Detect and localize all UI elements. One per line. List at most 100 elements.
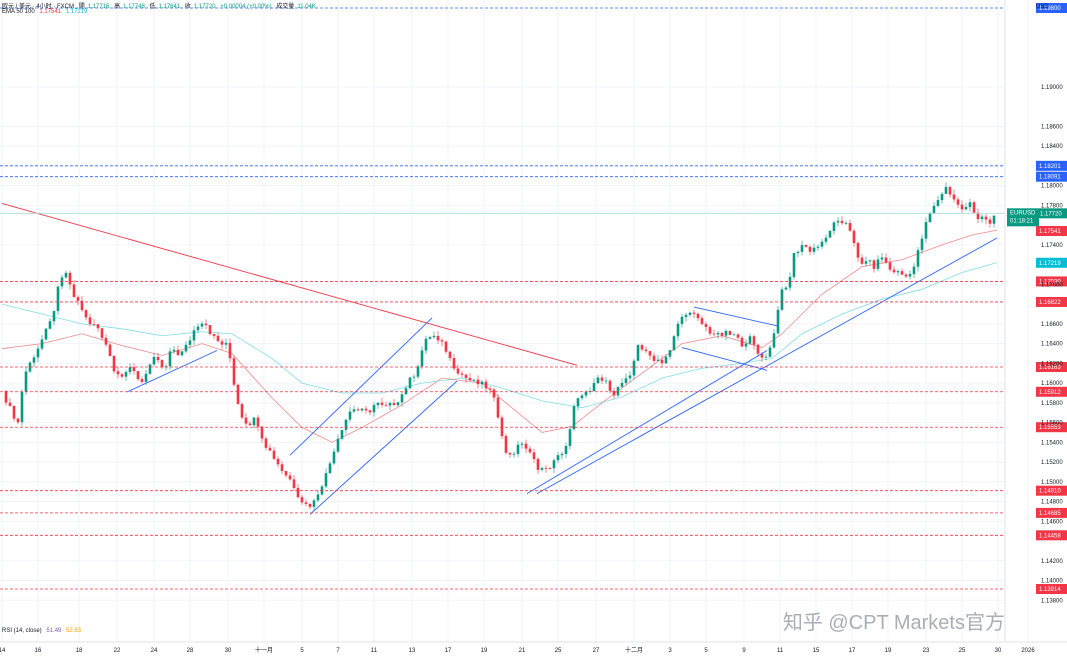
trend-line: [526, 350, 768, 495]
candle-down: [216, 335, 220, 342]
candle-up: [668, 350, 672, 357]
rsi-value-2: 52.83: [66, 628, 82, 634]
candle-down: [872, 260, 876, 269]
candle-up: [824, 237, 828, 242]
candle-down: [132, 367, 136, 372]
candle-down: [644, 349, 648, 352]
candle-down: [848, 223, 852, 231]
candle-down: [840, 220, 844, 224]
candle-up: [716, 332, 720, 335]
candle-up: [672, 336, 676, 351]
candle-up: [828, 230, 832, 238]
ema50-value: 1.17541: [39, 9, 62, 15]
candle-up: [768, 347, 772, 357]
candle-down: [700, 318, 704, 324]
candle-up: [656, 359, 660, 361]
x-tick-label: 13: [409, 648, 416, 654]
candle-up: [748, 336, 752, 344]
candle-down: [236, 384, 240, 404]
candle-down: [900, 271, 904, 275]
symbol-info: 欧元 / 美元 · 4小时 · FXCM 開 1.17716 高 1.17748 低…: [2, 1, 319, 10]
candle-down: [112, 355, 116, 372]
candle-down: [4, 390, 8, 403]
candle-up: [400, 394, 404, 403]
candle-up: [252, 417, 256, 426]
candle-down: [984, 216, 988, 220]
candle-down: [948, 187, 952, 195]
y-tick-label: 1.14200: [1041, 559, 1063, 565]
candle-up: [152, 356, 156, 365]
candle-down: [260, 426, 264, 439]
candle-down: [752, 336, 756, 345]
candle-down: [888, 262, 892, 270]
candle-up: [540, 468, 544, 470]
candle-down: [496, 397, 500, 418]
candle-down: [544, 468, 548, 469]
candle-down: [608, 380, 612, 391]
x-tick-label: 19: [481, 648, 488, 654]
candle-down: [548, 468, 552, 469]
open-value: 1.17716: [87, 4, 110, 10]
candle-up: [980, 216, 984, 220]
x-tick-label: 3: [668, 648, 672, 654]
candle-up: [820, 241, 824, 247]
candle-down: [808, 246, 812, 252]
candle-down: [296, 487, 300, 498]
candle-down: [600, 377, 604, 381]
candle-down: [264, 438, 268, 448]
candle-down: [508, 452, 512, 455]
candle-down: [660, 359, 664, 364]
candle-down: [452, 358, 456, 369]
x-tick-label: 11: [777, 648, 784, 654]
candle-down: [12, 405, 16, 419]
candle-up: [520, 443, 524, 445]
candle-down: [736, 334, 740, 338]
ema100-value: 1.17219: [65, 9, 88, 15]
trend-line: [1, 203, 578, 366]
candle-up: [596, 377, 600, 384]
candle-down: [464, 374, 468, 378]
volume-value: 11.04K: [297, 4, 316, 10]
candle-down: [120, 374, 124, 377]
candle-down: [280, 464, 284, 471]
price-tag-label: 1.18091: [1039, 175, 1061, 181]
candle-up: [128, 367, 132, 373]
candle-down: [304, 502, 308, 504]
price-tag-bg: [1036, 422, 1067, 433]
candle-up: [932, 206, 936, 214]
x-tick-label: 十二月: [625, 646, 643, 654]
x-tick-label: 9: [742, 648, 746, 654]
countdown-label: 01:18:21: [1010, 218, 1034, 224]
candle-up: [396, 402, 400, 406]
x-tick-label: 14: [0, 648, 6, 654]
y-tick-label: 1.13800: [1041, 598, 1063, 604]
candle-down: [536, 458, 540, 470]
candle-down: [460, 373, 464, 375]
price-tag-label: 1.19800: [1039, 6, 1061, 12]
candle-up: [836, 220, 840, 223]
candle-down: [648, 351, 652, 356]
close-label: 收: [184, 4, 191, 10]
candle-up: [940, 193, 944, 201]
price-tag-label: 1.17030: [1039, 279, 1061, 285]
candle-up: [968, 202, 972, 208]
price-tag-bg: [1036, 276, 1067, 287]
y-tick-label: 1.15800: [1041, 401, 1063, 407]
candle-down: [204, 323, 208, 326]
candle-down: [988, 219, 992, 224]
candle-down: [488, 388, 492, 390]
candle-up: [200, 323, 204, 327]
x-tick-label: 17: [849, 648, 856, 654]
candle-down: [468, 377, 472, 381]
candle-up: [56, 286, 60, 311]
price-tag-label: 1.17219: [1039, 261, 1061, 267]
candle-up: [516, 444, 520, 454]
candle-up: [172, 349, 176, 352]
candle-up: [352, 409, 356, 412]
price-tag-bg: [1036, 507, 1067, 518]
candle-down: [116, 371, 120, 375]
candle-down: [140, 379, 144, 382]
x-tick-label: 17: [445, 648, 452, 654]
